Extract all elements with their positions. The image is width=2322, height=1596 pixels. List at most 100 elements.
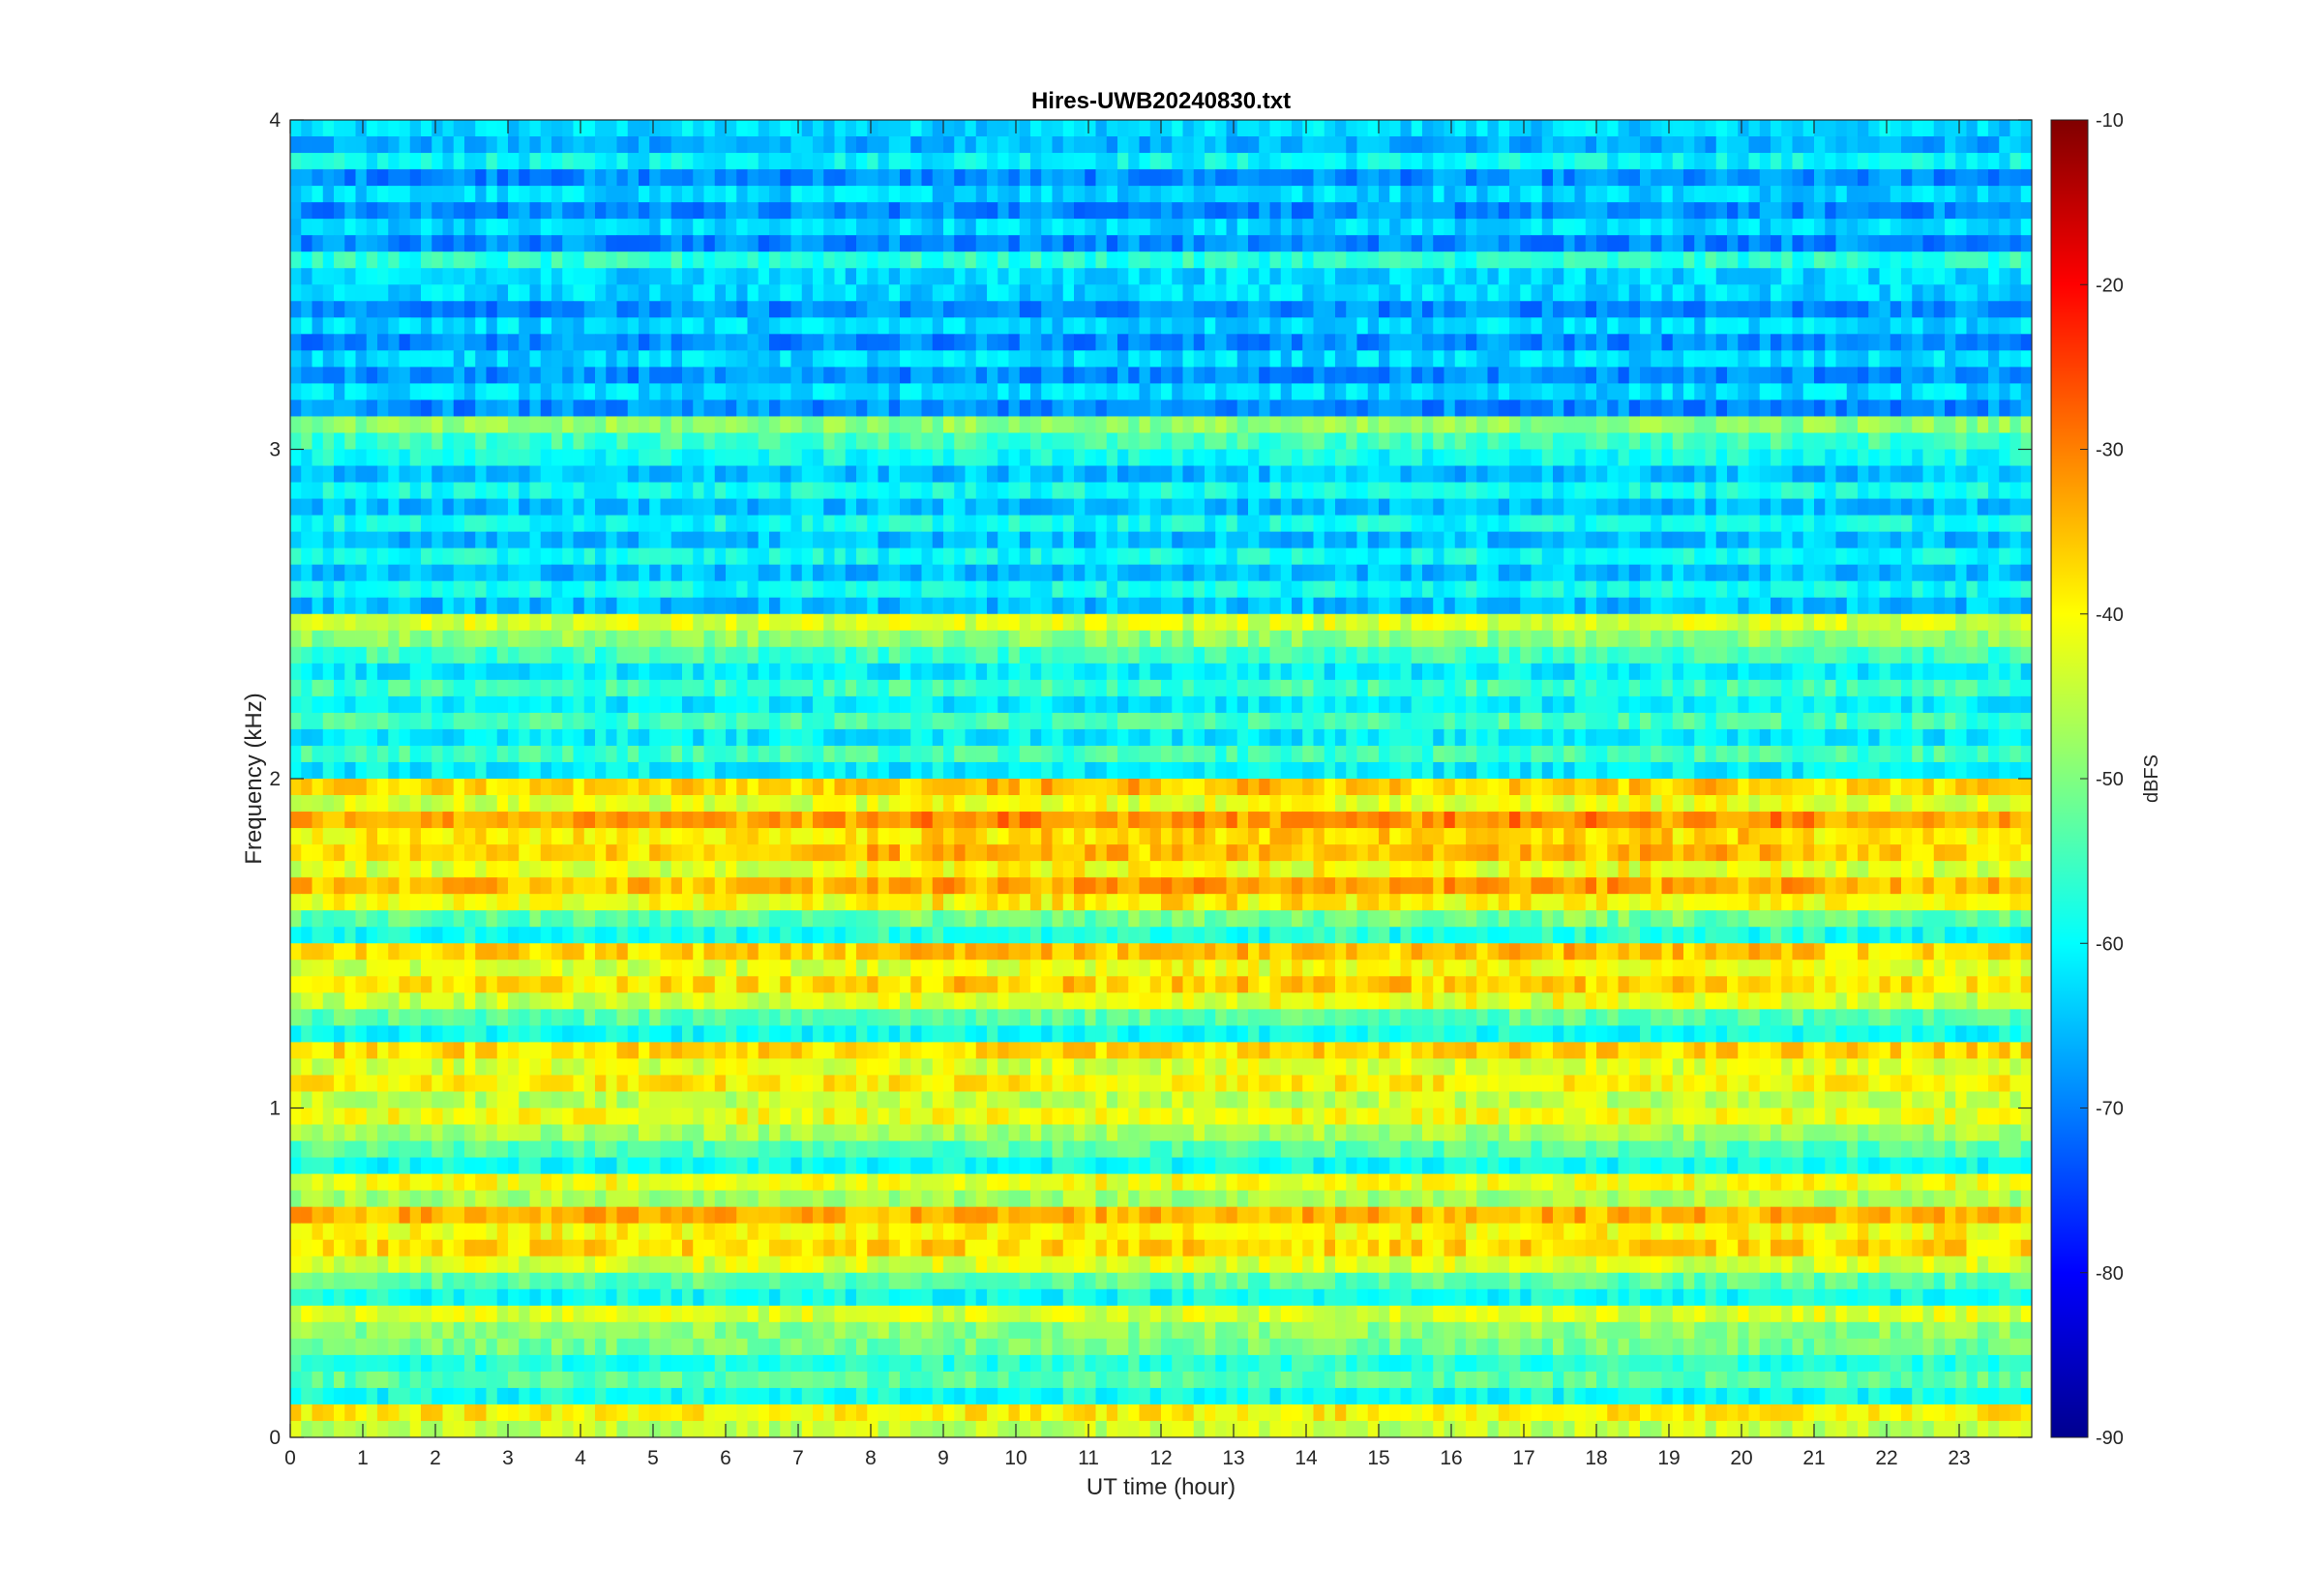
heatmap-cell	[464, 516, 476, 533]
heatmap-cell	[530, 614, 542, 632]
heatmap-cell	[693, 235, 704, 252]
heatmap-cell	[759, 268, 770, 285]
heatmap-cell	[1760, 416, 1771, 433]
heatmap-cell	[313, 581, 324, 599]
heatmap-cell	[1727, 350, 1739, 368]
heatmap-cell	[1412, 581, 1423, 599]
heatmap-cell	[835, 301, 847, 318]
heatmap-cell	[1412, 219, 1423, 236]
heatmap-cell	[595, 284, 607, 302]
heatmap-cell	[1793, 251, 1804, 269]
heatmap-cell	[1847, 169, 1859, 187]
heatmap-cell	[1499, 120, 1510, 137]
heatmap-cell	[541, 186, 552, 203]
heatmap-cell	[900, 416, 911, 433]
heatmap-cell	[1357, 383, 1369, 400]
heatmap-cell	[2021, 516, 2033, 533]
heatmap-cell	[1858, 120, 1869, 137]
heatmap-cell	[1041, 548, 1053, 566]
heatmap-cell	[1771, 483, 1782, 500]
heatmap-cell	[1999, 598, 2010, 615]
heatmap-cell	[1738, 235, 1749, 252]
heatmap-cell	[661, 251, 672, 269]
heatmap-cell	[649, 202, 661, 220]
heatmap-cell	[704, 367, 716, 384]
heatmap-cell	[1020, 136, 1031, 154]
heatmap-cell	[1499, 219, 1510, 236]
heatmap-cell	[497, 367, 509, 384]
heatmap-cell	[334, 450, 345, 467]
heatmap-cell	[1858, 432, 1869, 450]
heatmap-cell	[1302, 268, 1314, 285]
heatmap-cell	[1401, 169, 1413, 187]
heatmap-cell	[1673, 367, 1684, 384]
heatmap-cell	[1967, 202, 1979, 220]
heatmap-cell	[835, 268, 847, 285]
heatmap-cell	[1716, 268, 1728, 285]
heatmap-cell	[1237, 432, 1249, 450]
heatmap-cell	[1673, 350, 1684, 368]
heatmap-cell	[780, 284, 791, 302]
heatmap-cell	[835, 499, 847, 517]
heatmap-cell	[1335, 499, 1347, 517]
heatmap-cell	[530, 186, 542, 203]
heatmap-cell	[400, 598, 411, 615]
heatmap-cell	[933, 614, 944, 632]
heatmap-cell	[1401, 565, 1413, 582]
heatmap-cell	[1389, 136, 1401, 154]
heatmap-cell	[1749, 450, 1761, 467]
heatmap-cell	[1117, 268, 1129, 285]
heatmap-cell	[813, 169, 824, 187]
heatmap-cell	[649, 219, 661, 236]
heatmap-cell	[1172, 483, 1183, 500]
heatmap-cell	[377, 153, 389, 170]
heatmap-cell	[1596, 432, 1608, 450]
heatmap-cell	[1967, 614, 1979, 632]
heatmap-cell	[1314, 202, 1325, 220]
heatmap-cell	[1270, 153, 1282, 170]
heatmap-cell	[1890, 251, 1902, 269]
heatmap-cell	[1325, 466, 1336, 484]
heatmap-cell	[1727, 532, 1739, 549]
heatmap-cell	[2021, 565, 2033, 582]
heatmap-cell	[487, 301, 498, 318]
heatmap-cell	[1912, 235, 1923, 252]
heatmap-cell	[1955, 268, 1967, 285]
heatmap-cell	[1259, 614, 1270, 632]
heatmap-cell	[1607, 334, 1619, 351]
heatmap-cell	[736, 202, 748, 220]
heatmap-cell	[802, 219, 814, 236]
heatmap-cell	[519, 301, 530, 318]
heatmap-cell	[1346, 186, 1357, 203]
heatmap-cell	[704, 499, 716, 517]
heatmap-cell	[649, 317, 661, 335]
heatmap-cell	[1140, 581, 1151, 599]
heatmap-cell	[1575, 450, 1587, 467]
heatmap-cell	[497, 202, 509, 220]
heatmap-cell	[1629, 136, 1641, 154]
heatmap-cell	[682, 317, 694, 335]
heatmap-cell	[966, 516, 977, 533]
heatmap-cell	[933, 466, 944, 484]
heatmap-cell	[1607, 186, 1619, 203]
heatmap-cell	[1346, 450, 1357, 467]
heatmap-cell	[1161, 153, 1173, 170]
heatmap-cell	[769, 334, 781, 351]
heatmap-cell	[1945, 120, 1956, 137]
heatmap-cell	[889, 548, 901, 566]
heatmap-cell	[856, 251, 868, 269]
heatmap-cell	[356, 598, 368, 615]
heatmap-cell	[759, 350, 770, 368]
heatmap-cell	[464, 399, 476, 417]
heatmap-cell	[954, 202, 966, 220]
heatmap-cell	[617, 631, 629, 648]
heatmap-cell	[1074, 334, 1086, 351]
heatmap-cell	[313, 202, 324, 220]
heatmap-cell	[1314, 219, 1325, 236]
heatmap-cell	[1716, 153, 1728, 170]
heatmap-cell	[976, 268, 988, 285]
heatmap-cell	[1020, 301, 1031, 318]
heatmap-cell	[1651, 202, 1662, 220]
heatmap-cell	[835, 350, 847, 368]
heatmap-cell	[1227, 466, 1238, 484]
